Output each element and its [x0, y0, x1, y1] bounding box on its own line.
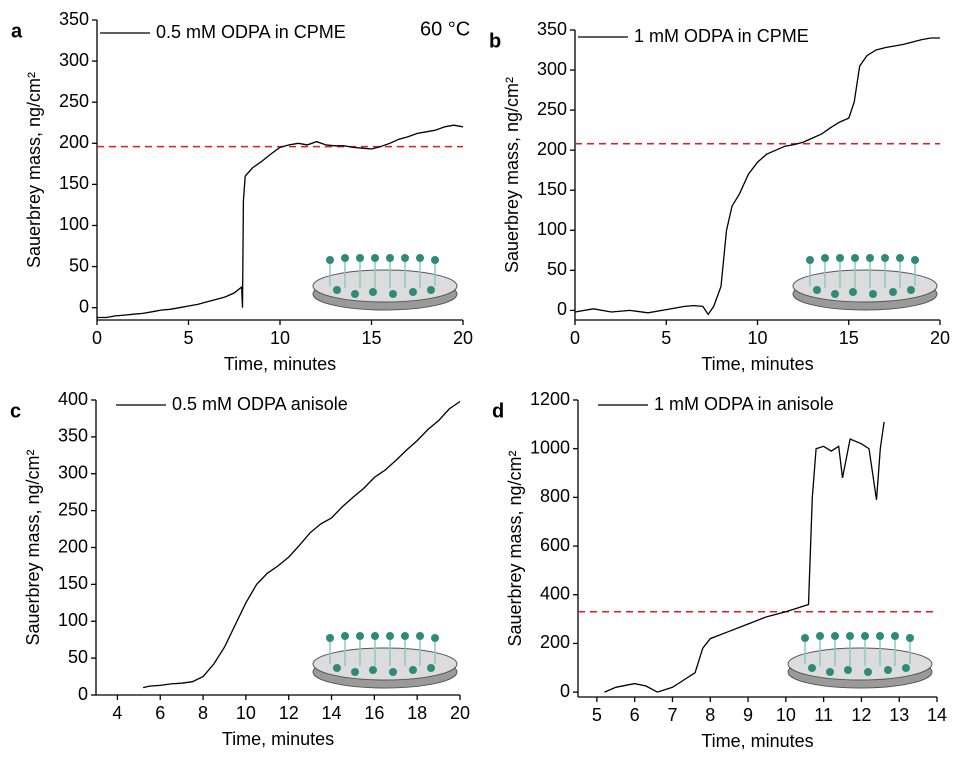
legend-label: 1 mM ODPA in anisole — [654, 394, 834, 414]
x-tick-label: 8 — [198, 703, 208, 723]
panel-label: d — [492, 400, 504, 422]
y-tick-label: 100 — [59, 214, 89, 234]
y-tick-label: 350 — [58, 426, 88, 446]
x-tick-label: 18 — [407, 703, 427, 723]
x-tick-label: 10 — [776, 705, 796, 725]
inset-illustration — [312, 253, 458, 311]
data-line — [142, 400, 461, 689]
x-tick-label: 5 — [661, 328, 671, 348]
y-tick-label: 1000 — [530, 437, 570, 457]
y-tick-label: 250 — [537, 99, 567, 119]
inset-illustration — [787, 631, 933, 689]
y-tick-label: 100 — [537, 219, 567, 239]
data-line — [97, 124, 464, 319]
y-tick-label: 0 — [78, 684, 88, 704]
data-line — [574, 37, 940, 316]
y-axis-label: Sauerbrey mass, ng/cm² — [502, 77, 522, 273]
y-tick-label: 200 — [537, 139, 567, 159]
x-axis-label: Time, minutes — [701, 731, 813, 751]
y-tick-label: 400 — [58, 389, 88, 409]
x-tick-label: 8 — [705, 705, 715, 725]
x-tick-label: 13 — [889, 705, 909, 725]
y-tick-label: 0 — [560, 681, 570, 701]
y-tick-label: 200 — [540, 632, 570, 652]
x-tick-label: 16 — [364, 703, 384, 723]
y-tick-label: 150 — [59, 173, 89, 193]
x-tick-label: 10 — [236, 703, 256, 723]
y-tick-label: 150 — [58, 573, 88, 593]
x-tick-label: 0 — [570, 328, 580, 348]
y-tick-label: 250 — [58, 499, 88, 519]
y-tick-label: 50 — [547, 259, 567, 279]
panel-label: c — [10, 400, 21, 422]
x-tick-label: 9 — [743, 705, 753, 725]
x-tick-label: 6 — [630, 705, 640, 725]
y-tick-label: 350 — [59, 9, 89, 29]
y-tick-label: 200 — [59, 132, 89, 152]
y-tick-label: 1200 — [530, 389, 570, 409]
x-tick-label: 14 — [927, 705, 947, 725]
x-axis-label: Time, minutes — [701, 354, 813, 374]
x-tick-label: 15 — [361, 328, 381, 348]
y-tick-label: 0 — [79, 296, 89, 316]
y-tick-label: 300 — [59, 50, 89, 70]
legend-label: 1 mM ODPA in CPME — [634, 26, 809, 46]
x-tick-label: 12 — [851, 705, 871, 725]
inset-illustration — [312, 631, 458, 689]
panel-label: b — [489, 30, 501, 52]
x-tick-label: 20 — [450, 703, 470, 723]
y-tick-label: 250 — [59, 91, 89, 111]
y-tick-label: 100 — [58, 610, 88, 630]
x-tick-label: 5 — [592, 705, 602, 725]
x-tick-label: 14 — [322, 703, 342, 723]
x-axis-label: Time, minutes — [222, 729, 334, 749]
legend-label: 0.5 mM ODPA anisole — [172, 394, 348, 414]
inset-illustration — [792, 253, 938, 311]
y-tick-label: 0 — [557, 299, 567, 319]
y-tick-label: 800 — [540, 486, 570, 506]
legend-label: 0.5 mM ODPA in CPME — [156, 22, 346, 42]
y-axis-label: Sauerbrey mass, ng/cm² — [505, 450, 525, 646]
x-tick-label: 10 — [747, 328, 767, 348]
y-tick-label: 200 — [58, 536, 88, 556]
y-tick-label: 150 — [537, 179, 567, 199]
x-tick-label: 12 — [279, 703, 299, 723]
x-axis-label: Time, minutes — [224, 354, 336, 374]
x-tick-label: 20 — [453, 328, 473, 348]
x-tick-label: 20 — [930, 328, 950, 348]
y-axis-label: Sauerbrey mass, ng/cm² — [23, 449, 43, 645]
y-tick-label: 350 — [537, 19, 567, 39]
x-tick-label: 15 — [839, 328, 859, 348]
x-tick-label: 7 — [667, 705, 677, 725]
data-line — [604, 421, 885, 693]
y-tick-label: 400 — [540, 584, 570, 604]
y-tick-label: 300 — [58, 463, 88, 483]
x-tick-label: 5 — [183, 328, 193, 348]
y-tick-label: 300 — [537, 59, 567, 79]
panel-label: a — [11, 20, 23, 42]
y-axis-label: Sauerbrey mass, ng/cm² — [24, 72, 44, 268]
y-tick-label: 600 — [540, 535, 570, 555]
annotation: 60 °C — [420, 18, 470, 40]
x-tick-label: 6 — [155, 703, 165, 723]
x-tick-label: 4 — [112, 703, 122, 723]
x-tick-label: 10 — [270, 328, 290, 348]
x-tick-label: 11 — [814, 705, 833, 725]
y-tick-label: 50 — [68, 647, 88, 667]
y-tick-label: 50 — [69, 255, 89, 275]
x-tick-label: 0 — [92, 328, 102, 348]
